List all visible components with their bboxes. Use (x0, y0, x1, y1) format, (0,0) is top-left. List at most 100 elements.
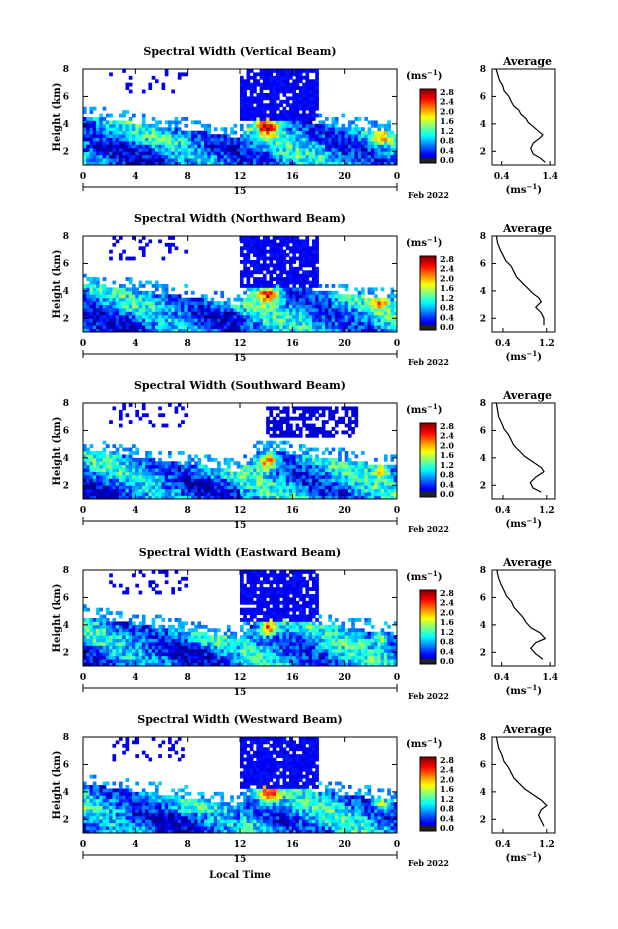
heatmap-cell (135, 141, 139, 145)
heatmap-cell (96, 475, 100, 479)
heatmap-cell (118, 655, 123, 660)
heatmap-cell (272, 75, 277, 80)
heatmap-cell (138, 457, 143, 462)
heatmap-cell (246, 113, 251, 118)
heatmap-cell (292, 461, 296, 466)
heatmap-cell (197, 144, 202, 149)
heatmap-cell (275, 141, 280, 145)
heatmap-cell (259, 297, 264, 302)
heatmap-cell (187, 304, 192, 309)
heatmap-cell (292, 161, 296, 166)
heatmap-cell (109, 624, 113, 629)
heatmap-cell (158, 161, 162, 166)
heatmap-cell (145, 130, 149, 135)
heatmap-cell (298, 290, 303, 295)
heatmap-cell (99, 144, 104, 149)
colorbar-segment (420, 472, 436, 476)
heatmap-cell (298, 416, 303, 421)
heatmap-cell (125, 464, 130, 469)
heatmap-cell (102, 151, 107, 156)
heatmap-cell (217, 325, 221, 329)
heatmap-cell (213, 314, 218, 319)
heatmap-cell (354, 413, 359, 418)
heatmap-cell (354, 492, 359, 496)
heatmap-cell (83, 127, 87, 132)
heatmap-cell (341, 478, 346, 483)
heatmap-cell (282, 485, 287, 490)
heatmap-cell (233, 485, 238, 490)
heatmap-cell (383, 151, 388, 156)
heatmap-cell (305, 475, 310, 479)
heatmap-cell (118, 297, 123, 302)
heatmap-cell (361, 481, 365, 486)
heatmap-cell (279, 82, 283, 87)
heatmap-cell (390, 161, 395, 166)
heatmap-cell (282, 110, 287, 114)
heatmap-cell (311, 89, 316, 94)
heatmap-cell (321, 130, 326, 135)
heatmap-cell (357, 144, 362, 149)
heatmap-cell (115, 457, 120, 462)
heatmap-cell (145, 481, 149, 486)
heatmap-cell (334, 475, 339, 479)
heatmap-cell (282, 86, 287, 90)
heatmap-cell (377, 495, 382, 500)
heatmap-cell (223, 127, 228, 132)
heatmap-cell (177, 301, 182, 305)
y-tick-label: 4 (63, 120, 69, 130)
heatmap-cell (256, 475, 261, 479)
colorbar-segment (420, 485, 436, 489)
heatmap-cell (289, 287, 293, 292)
heatmap-cell (83, 635, 87, 639)
heatmap-cell (305, 294, 310, 299)
heatmap-cell (92, 147, 97, 152)
heatmap-cell (102, 137, 107, 142)
heatmap-cell (128, 308, 133, 312)
heatmap-cell (86, 481, 90, 486)
heatmap-cell (151, 141, 156, 145)
heatmap-cell (213, 154, 218, 159)
colorbar-tick-label: 0.4 (440, 479, 454, 489)
heatmap-cell (292, 89, 296, 94)
heatmap-cell (269, 409, 274, 414)
heatmap-cell (266, 263, 270, 268)
heatmap-cell (187, 321, 192, 326)
heatmap-cell (99, 314, 104, 319)
heatmap-cell (315, 297, 319, 302)
heatmap-cell (315, 99, 319, 104)
heatmap-cell (315, 301, 319, 305)
heatmap-cell (282, 123, 287, 128)
heatmap-cell (213, 144, 218, 149)
heatmap-cell (161, 464, 166, 469)
heatmap-cell (105, 290, 110, 295)
heatmap-cell (99, 308, 104, 312)
heatmap-cell (325, 304, 329, 309)
heatmap-cell (259, 161, 264, 166)
heatmap-cell (99, 301, 104, 305)
heatmap-cell (125, 457, 130, 462)
heatmap-cell (243, 256, 247, 261)
heatmap-cell (259, 249, 264, 254)
heatmap-cell (275, 444, 280, 448)
heatmap-cell (256, 117, 261, 121)
heatmap-cell (383, 314, 388, 319)
heatmap-cell (387, 481, 391, 486)
heatmap-cell (357, 304, 362, 309)
heatmap-cell (92, 287, 97, 292)
heatmap-cell (181, 311, 185, 316)
heatmap-cell (181, 134, 185, 138)
heatmap-cell (161, 294, 166, 299)
heatmap-cell (89, 294, 94, 299)
heatmap-cell (128, 130, 133, 135)
heatmap-cell (223, 321, 228, 326)
heatmap-cell (305, 93, 310, 97)
heatmap-cell (357, 127, 362, 132)
heatmap-cell (102, 147, 107, 152)
heatmap-cell (272, 451, 277, 455)
heatmap-cell (240, 321, 244, 326)
heatmap-cell (269, 311, 274, 316)
heatmap-cell (204, 137, 208, 142)
heatmap-cell (390, 457, 395, 462)
heatmap-cell (204, 297, 208, 302)
heatmap-cell (112, 314, 117, 319)
